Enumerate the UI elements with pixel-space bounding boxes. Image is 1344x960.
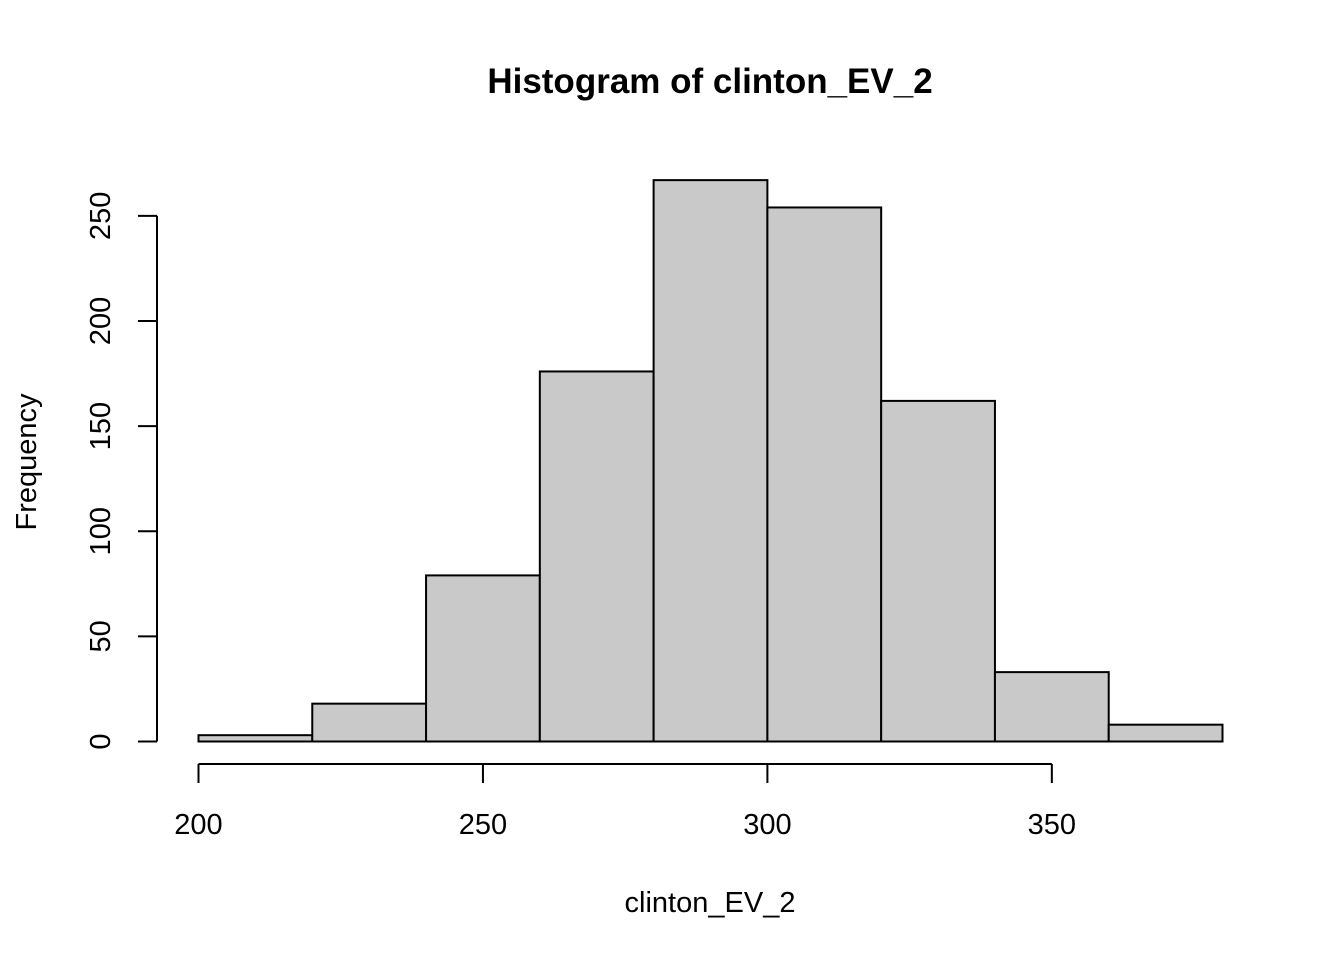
y-tick-label: 50 xyxy=(85,620,117,652)
histogram-bar xyxy=(425,574,541,743)
histogram-bar xyxy=(993,671,1110,743)
histogram-bar xyxy=(1107,723,1224,743)
histogram-bar xyxy=(766,206,883,743)
histogram-bar xyxy=(652,179,769,743)
x-tick-label: 200 xyxy=(174,809,222,841)
histogram-bar xyxy=(311,702,428,743)
y-axis: 0 50 100 150 200 250 xyxy=(85,192,158,750)
y-tick-label: 100 xyxy=(85,507,117,555)
y-tick-label: 0 xyxy=(85,733,117,749)
y-tick-label: 150 xyxy=(85,402,117,450)
x-tick-label: 250 xyxy=(459,809,507,841)
x-axis-label: clinton_EV_2 xyxy=(625,887,796,919)
x-tick-label: 350 xyxy=(1028,809,1076,841)
y-tick-label: 200 xyxy=(85,297,117,345)
histogram-bar xyxy=(197,734,314,743)
histogram-bar xyxy=(880,399,996,743)
x-tick-label: 300 xyxy=(743,809,791,841)
bars xyxy=(197,179,1224,743)
chart-title: Histogram of clinton_EV_2 xyxy=(487,62,932,101)
y-axis-label: Frequency xyxy=(11,393,43,531)
x-axis: 200 250 300 350 xyxy=(174,763,1076,841)
histogram-bar xyxy=(538,370,655,743)
y-tick-label: 250 xyxy=(85,192,117,240)
